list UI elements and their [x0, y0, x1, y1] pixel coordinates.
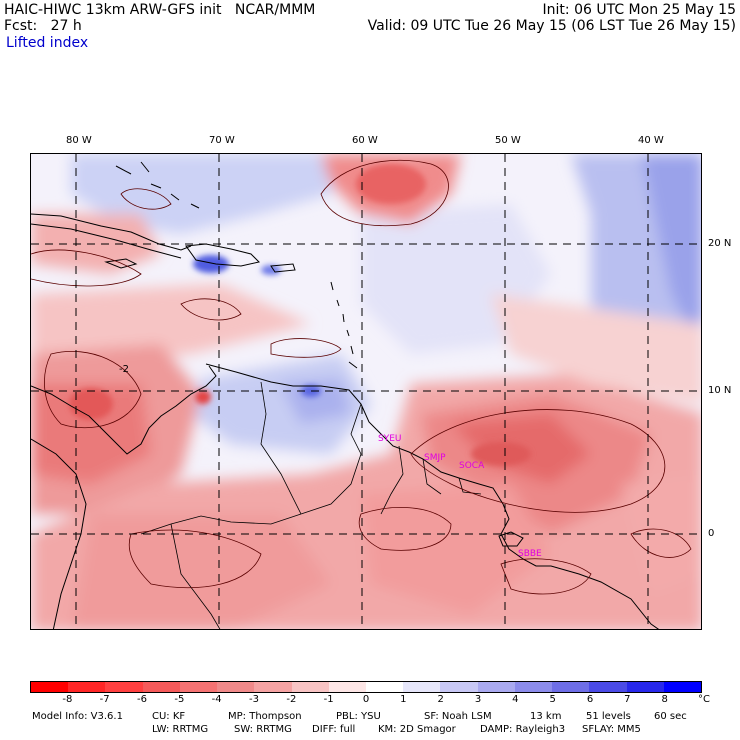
model-info-sflay: SFLAY: MM5	[582, 724, 641, 735]
model-info-mp: MP: Thompson	[228, 711, 302, 722]
colorbar-swatch	[179, 682, 218, 692]
init-time: Init: 06 UTC Mon 25 May 15	[542, 2, 736, 18]
colorbar-tick-label: -4	[211, 694, 222, 705]
colorbar-unit: °C	[698, 694, 710, 705]
colorbar-swatch	[365, 682, 404, 692]
colorbar-swatch	[626, 682, 664, 692]
model-info-sw: SW: RRTMG	[234, 724, 292, 735]
coastlines	[31, 161, 660, 629]
colorbar	[30, 681, 702, 693]
model-info-timestep: 60 sec	[654, 711, 687, 722]
lon-label-80w: 80 W	[66, 135, 92, 146]
map-canvas: -2 SYEU SMJP SOCA SBBE	[31, 154, 701, 629]
model-info-version: Model Info: V3.6.1	[32, 711, 123, 722]
station-soca: SOCA	[459, 461, 485, 471]
contour-label: -2	[119, 364, 129, 375]
colorbar-tick-label: -6	[137, 694, 147, 705]
colorbar-tick-label: 4	[512, 694, 519, 705]
model-info-levels: 51 levels	[586, 711, 631, 722]
colorbar-swatch	[440, 682, 478, 692]
lon-label-70w: 70 W	[209, 135, 235, 146]
colorbar-tick-label: 1	[400, 694, 407, 705]
colorbar-tick-label: -1	[323, 694, 334, 705]
lon-label-60w: 60 W	[352, 135, 378, 146]
lat-label-10n: 10 N	[708, 385, 732, 396]
model-info-resolution: 13 km	[530, 711, 562, 722]
colorbar-tick-label: -2	[286, 694, 297, 705]
colorbar-swatch	[477, 682, 515, 692]
colorbar-tick-label: 0	[362, 694, 370, 705]
lon-label-40w: 40 W	[638, 135, 664, 146]
lon-label-50w: 50 W	[495, 135, 521, 146]
station-sbbe: SBBE	[518, 549, 542, 559]
model-info-lw: LW: RRTMG	[152, 724, 209, 735]
colorbar-tick-label: -5	[174, 694, 185, 705]
colorbar-tick-label: 2	[437, 694, 444, 705]
field-name: Lifted index	[6, 35, 89, 51]
colorbar-tick-label: -3	[249, 694, 259, 705]
valid-time: Valid: 09 UTC Tue 26 May 15 (06 LST Tue …	[367, 18, 736, 34]
colorbar-swatch	[142, 682, 180, 692]
model-info-cu: CU: KF	[152, 711, 186, 722]
colorbar-swatch	[514, 682, 553, 692]
colorbar-swatch	[552, 682, 590, 692]
lat-label-equator: 0	[708, 528, 715, 539]
country-borders	[140, 381, 482, 629]
station-markers: SYEU SMJP SOCA SBBE	[378, 434, 542, 559]
model-info-diff: DIFF: full	[312, 724, 356, 735]
colorbar-swatch	[589, 682, 627, 692]
colorbar-swatch	[291, 682, 329, 692]
colorbar-swatch	[105, 682, 143, 692]
colorbar-tick-label: 5	[549, 694, 556, 705]
field-extremes	[69, 164, 531, 466]
station-smjp: SMJP	[424, 453, 446, 463]
colorbar-tick-label: -7	[99, 694, 110, 705]
colorbar-tick-label: -8	[62, 694, 73, 705]
colorbar-swatch	[68, 682, 106, 692]
colorbar-tick-label: 8	[661, 694, 668, 705]
model-info-sf: SF: Noah LSM	[424, 711, 492, 722]
colorbar-swatch	[403, 682, 441, 692]
model-info-pbl: PBL: YSU	[336, 711, 381, 722]
model-info-km: KM: 2D Smagor	[378, 724, 456, 735]
colorbar-swatch	[217, 682, 255, 692]
colorbar-tick-label: 7	[624, 694, 631, 705]
colorbar-swatch	[254, 682, 292, 692]
colorbar-swatch	[328, 682, 366, 692]
model-title: HAIC-HIWC 13km ARW-GFS init NCAR/MMM	[4, 2, 316, 18]
forecast-hour: Fcst: 27 h	[4, 18, 82, 34]
lat-label-20n: 20 N	[708, 238, 732, 249]
colorbar-tick-label: 6	[586, 694, 594, 705]
colorbar-tick-label: 3	[474, 694, 482, 705]
lat-lon-grid	[31, 154, 701, 629]
model-info-damp: DAMP: Rayleigh3	[480, 724, 566, 735]
lifted-index-map[interactable]: -2 SYEU SMJP SOCA SBBE	[30, 153, 702, 630]
station-syeu: SYEU	[378, 434, 401, 444]
colorbar-swatch	[31, 682, 69, 692]
colorbar-swatch	[663, 682, 701, 692]
